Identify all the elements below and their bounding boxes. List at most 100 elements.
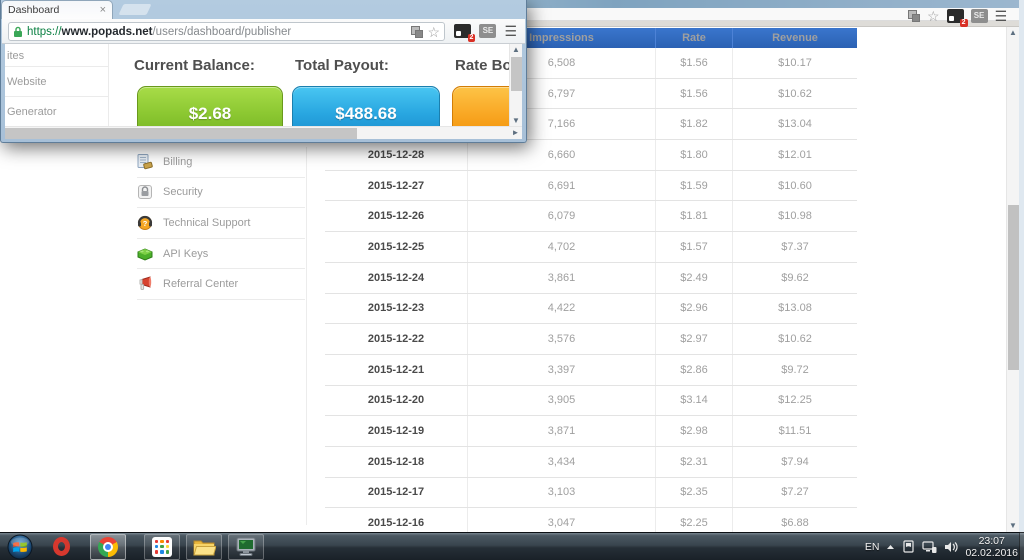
- scroll-up-icon[interactable]: ▲: [512, 45, 520, 54]
- page-action-icon[interactable]: [411, 25, 424, 38]
- sidebar-item-referral-center[interactable]: Referral Center: [137, 269, 305, 300]
- taskbar-explorer-button[interactable]: [186, 533, 222, 560]
- se-extension-icon[interactable]: SE: [479, 24, 497, 38]
- sidebar-item-security[interactable]: Security: [137, 178, 305, 209]
- sidebar-item-technical-support[interactable]: ? Technical Support: [137, 208, 305, 239]
- sidebar-item-label: Security: [163, 186, 203, 199]
- cell-rate: $2.35: [655, 477, 732, 508]
- bookmark-star-icon[interactable]: ☆: [427, 23, 440, 40]
- sidebar-divider: [306, 147, 307, 525]
- popup-tab-dashboard[interactable]: Dashboard ×: [1, 0, 113, 19]
- bg-window-frame: [1019, 0, 1024, 532]
- scrollbar-thumb[interactable]: [511, 57, 522, 91]
- show-desktop-button[interactable]: [1019, 532, 1024, 560]
- cell-date: 2015-12-20: [367, 394, 425, 407]
- tab-close-icon[interactable]: ×: [99, 4, 106, 16]
- sidebar-item-api-keys[interactable]: API Keys: [137, 239, 305, 270]
- sidebar-item-partial[interactable]: Generator: [7, 106, 57, 118]
- sidebar-item-label: API Keys: [163, 247, 209, 260]
- address-bar-input[interactable]: https://www.popads.net/users/dashboard/p…: [8, 22, 445, 41]
- adblock-extension-icon[interactable]: 2: [454, 24, 476, 42]
- cell-date: 2015-12-16: [367, 517, 425, 530]
- tray-expand-icon[interactable]: [886, 544, 895, 550]
- scroll-right-icon[interactable]: ►: [511, 128, 520, 137]
- dashboard-sidebar: Billing Security ? Technical Support API…: [137, 147, 305, 300]
- table-row: 2015-12-28 6,660 $1.80 $12.01: [325, 140, 857, 171]
- scroll-up-icon[interactable]: ▲: [1009, 28, 1017, 37]
- cell-revenue: $13.04: [732, 109, 857, 140]
- cell-date: 2015-12-24: [367, 271, 425, 284]
- table-row: 2015-12-19 3,871 $2.98 $11.51: [325, 416, 857, 447]
- cell-impressions: 3,434: [467, 446, 655, 477]
- header-rate[interactable]: Rate: [655, 28, 732, 48]
- security-icon: [138, 185, 152, 200]
- header-revenue[interactable]: Revenue: [732, 28, 857, 48]
- tray-clock[interactable]: 23:07 02.02.2016: [965, 535, 1018, 559]
- popup-horizontal-scrollbar[interactable]: ►: [5, 126, 522, 139]
- taskbar-apps-grid-button[interactable]: [144, 533, 180, 560]
- cell-impressions: 6,079: [467, 201, 655, 232]
- cell-rate: $3.14: [655, 385, 732, 416]
- cell-impressions: 3,576: [467, 324, 655, 354]
- taskbar-chrome-button[interactable]: [90, 533, 126, 560]
- tray-time: 23:07: [978, 535, 1005, 547]
- page-scrollbar[interactable]: ▲ ▼: [1006, 27, 1019, 532]
- action-center-icon[interactable]: [902, 540, 915, 554]
- table-row: 2015-12-21 3,397 $2.86 $9.72: [325, 354, 857, 386]
- sidebar-item-label: Referral Center: [163, 278, 239, 291]
- start-button[interactable]: [4, 534, 36, 560]
- page-action-icon[interactable]: [908, 10, 920, 22]
- taskbar-computer-button[interactable]: [228, 533, 264, 560]
- cell-revenue: $10.17: [732, 48, 857, 78]
- url-text: https://www.popads.net/users/dashboard/p…: [27, 25, 292, 38]
- cell-date: 2015-12-19: [367, 425, 425, 438]
- current-balance-label: Current Balance:: [134, 57, 255, 74]
- cell-revenue: $10.62: [732, 324, 857, 354]
- table-row: 2015-12-23 4,422 $2.96 $13.08: [325, 293, 857, 325]
- table-row: 2015-12-26 6,079 $1.81 $10.98: [325, 201, 857, 233]
- sidebar-item-billing[interactable]: Billing: [137, 147, 305, 178]
- cell-revenue: $6.88: [732, 508, 857, 538]
- cell-revenue: $7.27: [732, 477, 857, 508]
- https-lock-icon[interactable]: [13, 26, 23, 38]
- popup-page-content: ites Website Generator Current Balance: …: [5, 44, 509, 127]
- taskbar-opera-button[interactable]: [44, 534, 78, 560]
- scrollbar-thumb[interactable]: [1008, 205, 1019, 370]
- chrome-menu-icon[interactable]: ☰: [994, 8, 1008, 24]
- bookmark-star-icon[interactable]: ☆: [927, 8, 940, 24]
- cell-revenue: $7.94: [732, 446, 857, 477]
- sidebar-item-partial[interactable]: ites: [7, 50, 25, 62]
- cell-revenue: $10.98: [732, 201, 857, 232]
- cell-impressions: 3,397: [467, 354, 655, 385]
- system-tray: EN 23:07 02.02.2016: [865, 533, 1018, 560]
- sidebar-item-label: Billing: [163, 155, 193, 168]
- adblock-extension-icon[interactable]: 2: [946, 9, 968, 27]
- scroll-down-icon[interactable]: ▼: [512, 116, 520, 125]
- scrollbar-thumb[interactable]: [5, 128, 357, 139]
- se-extension-icon[interactable]: SE: [970, 9, 988, 23]
- cell-rate: $1.82: [655, 109, 732, 140]
- chrome-menu-icon[interactable]: ☰: [504, 23, 517, 39]
- chrome-icon: [98, 536, 118, 557]
- volume-icon[interactable]: [944, 541, 958, 553]
- total-payout-button[interactable]: $488.68: [292, 86, 440, 127]
- extension-badge: 2: [959, 19, 968, 27]
- current-balance-button[interactable]: $2.68: [137, 86, 283, 127]
- scroll-down-icon[interactable]: ▼: [1009, 521, 1017, 530]
- cell-date: 2015-12-28: [367, 148, 425, 161]
- rate-bonus-button[interactable]: [452, 86, 509, 127]
- cell-impressions: 4,702: [467, 232, 655, 262]
- computer-monitor-icon: [236, 537, 256, 556]
- cell-impressions: 3,861: [467, 262, 655, 293]
- sidebar-item-partial[interactable]: Website: [7, 76, 47, 88]
- popup-vertical-scrollbar[interactable]: ▲ ▼: [509, 44, 522, 127]
- api-keys-icon: [137, 248, 153, 261]
- network-icon[interactable]: [922, 540, 937, 554]
- cell-rate: $2.86: [655, 354, 732, 385]
- cell-date: 2015-12-18: [367, 455, 425, 468]
- new-tab-button[interactable]: [118, 4, 152, 15]
- language-indicator[interactable]: EN: [864, 541, 880, 553]
- cell-date: 2015-12-21: [367, 363, 425, 376]
- opera-icon: [52, 537, 70, 556]
- cell-impressions: 3,871: [467, 416, 655, 446]
